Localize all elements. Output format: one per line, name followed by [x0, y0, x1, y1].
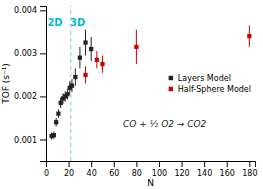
- y-tick-label: 0.001: [14, 136, 37, 145]
- x-axis-title: N: [147, 178, 154, 188]
- y-tick: 0.002: [14, 92, 46, 101]
- x-tick-label: 180: [242, 169, 257, 178]
- point: [134, 45, 138, 49]
- x-tick-mark: [204, 161, 205, 167]
- legend-swatch: [169, 76, 173, 80]
- annotation: 2D: [47, 17, 62, 28]
- x-tick: 140: [197, 161, 212, 178]
- plot-area: [50, 6, 252, 161]
- series: [83, 25, 251, 83]
- x-tick-label: 120: [174, 169, 189, 178]
- x-tick: 40: [87, 161, 97, 178]
- x-tick: 80: [132, 161, 142, 178]
- y-tick-mark: [40, 53, 46, 54]
- point: [59, 101, 63, 105]
- x-tick-mark: [69, 161, 70, 167]
- y-tick: 0.003: [14, 49, 46, 58]
- x-tick: 180: [242, 161, 257, 178]
- chart: 0204060801001201401601800.0010.0020.0030…: [0, 0, 263, 189]
- y-tick-mark: [40, 96, 46, 97]
- x-tick: 100: [152, 161, 167, 178]
- x-tick: 0: [44, 161, 49, 178]
- x-tick-mark: [91, 161, 92, 167]
- y-axis-line: [40, 7, 47, 162]
- point: [83, 73, 87, 77]
- legend-label: Half-Sphere Model: [178, 85, 251, 94]
- y-axis-title: TOF (s⁻¹): [1, 63, 11, 105]
- point: [83, 40, 87, 44]
- annotation: CO + ½ O2 → CO2: [123, 119, 207, 129]
- x-tick-label: 60: [109, 169, 119, 178]
- y-tick: 0.004: [14, 6, 46, 15]
- x-tick-label: 80: [132, 169, 142, 178]
- x-tick-label: 100: [152, 169, 167, 178]
- series: [50, 30, 94, 140]
- y-tick-label: 0.002: [14, 92, 37, 101]
- x-tick-label: 20: [64, 169, 74, 178]
- y-tick: 0.001: [14, 136, 46, 145]
- x-axis-line: [47, 162, 256, 168]
- y-tick-mark: [40, 139, 46, 140]
- x-tick: 160: [220, 161, 235, 178]
- point: [78, 56, 82, 60]
- x-tick: 120: [174, 161, 189, 178]
- point: [56, 112, 60, 116]
- x-tick: 20: [64, 161, 74, 178]
- point: [100, 62, 104, 66]
- legend-swatch: [169, 87, 173, 91]
- point: [73, 75, 77, 79]
- point: [70, 84, 74, 88]
- point: [65, 92, 69, 96]
- x-tick: 60: [109, 161, 119, 178]
- x-tick-mark: [114, 161, 115, 167]
- legend-label: Layers Model: [178, 74, 231, 83]
- y-axis: 0.001 0.002 0.003 0.004: [14, 6, 46, 161]
- x-tick-mark: [136, 161, 137, 167]
- y-tick-label: 0.003: [14, 49, 37, 58]
- point: [89, 47, 93, 51]
- legend-item: Layers Model: [169, 74, 231, 83]
- x-axis: 0 20 40 60 80 100 120 140 160 180: [44, 161, 258, 178]
- annotation: 3D: [70, 17, 85, 28]
- y-tick-label: 0.004: [14, 6, 37, 15]
- x-tick-label: 0: [44, 169, 49, 178]
- point: [52, 133, 56, 137]
- legend-item: Half-Sphere Model: [169, 85, 251, 94]
- legend: Layers Model Half-Sphere Model: [169, 74, 251, 94]
- point: [54, 120, 58, 124]
- x-tick-mark: [249, 161, 250, 167]
- x-tick-label: 140: [197, 169, 212, 178]
- point: [95, 58, 99, 62]
- reference-line: [70, 6, 71, 161]
- x-tick-mark: [182, 161, 183, 167]
- x-tick-mark: [227, 161, 228, 167]
- x-tick-label: 160: [220, 169, 235, 178]
- y-tick-mark: [40, 10, 46, 11]
- x-tick-label: 40: [87, 169, 97, 178]
- x-tick-mark: [159, 161, 160, 167]
- point: [247, 34, 251, 38]
